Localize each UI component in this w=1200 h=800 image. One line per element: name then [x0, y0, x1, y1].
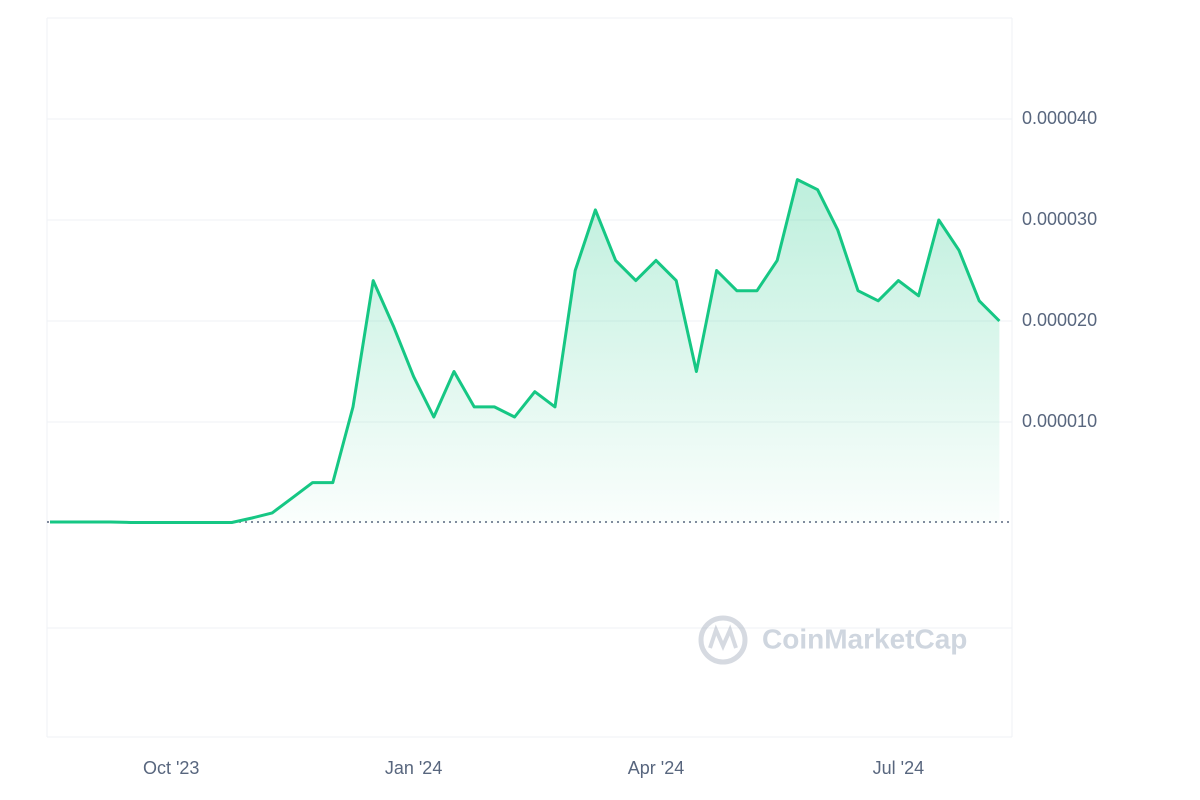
x-tick-label: Jul '24: [873, 758, 924, 778]
watermark-logo: [698, 615, 748, 665]
y-tick-label: 0.000030: [1022, 209, 1097, 229]
x-tick-label: Jan '24: [385, 758, 442, 778]
y-tick-label: 0.000040: [1022, 108, 1097, 128]
x-tick-label: Oct '23: [143, 758, 199, 778]
price-line: [50, 178, 1001, 524]
y-tick-label: 0.000020: [1022, 310, 1097, 330]
x-tick-label: Apr '24: [628, 758, 684, 778]
y-tick-label: 0.000010: [1022, 411, 1097, 431]
watermark: CoinMarketCap: [762, 623, 967, 654]
area-fill: [50, 179, 1000, 523]
